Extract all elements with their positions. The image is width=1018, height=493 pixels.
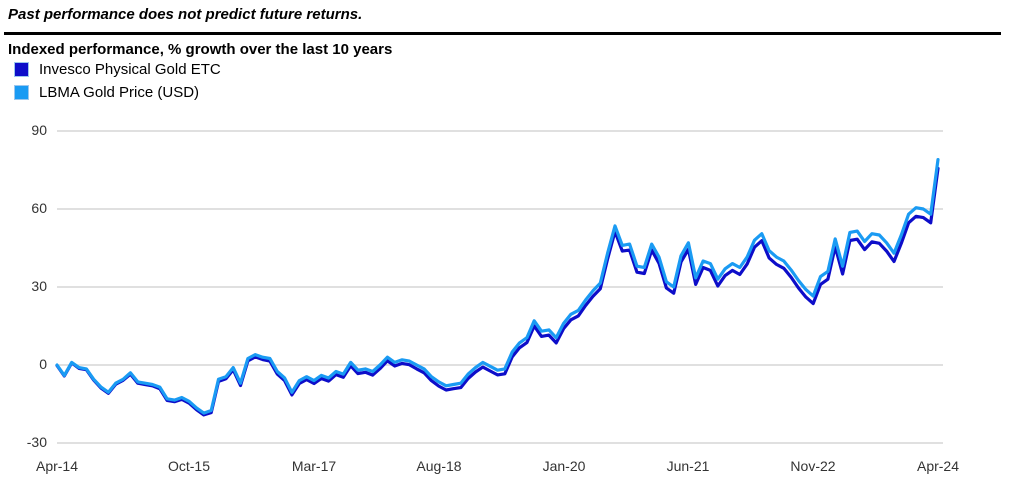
legend-swatch-lbma [14,84,29,100]
x-axis-label-Apr-14: Apr-14 [35,458,79,474]
disclaimer-text: Past performance does not predict future… [8,6,363,23]
legend-label-lbma: LBMA Gold Price (USD) [39,83,200,101]
y-axis-label-90: 90 [31,122,47,138]
legend-item-lbma: LBMA Gold Price (USD) [14,83,200,101]
divider-rule [4,32,1001,35]
y-axis-label--30: -30 [26,434,47,450]
legend-swatch-invesco [14,61,29,77]
y-axis-label-60: 60 [31,200,47,216]
x-axis-label-Nov-22: Nov-22 [790,458,836,474]
y-axis-label-30: 30 [31,278,47,294]
x-axis-label-Jan-20: Jan-20 [542,458,586,474]
invesco-line [55,166,940,417]
chart-title: Indexed performance, % growth over the l… [8,41,393,58]
x-axis-label-Apr-24: Apr-24 [916,458,960,474]
y-axis-label-0: 0 [39,356,47,372]
x-axis-label-Oct-15: Oct-15 [167,458,210,474]
x-axis-label-Aug-18: Aug-18 [416,458,462,474]
legend-item-invesco: Invesco Physical Gold ETC [14,60,221,78]
lbma-line [55,158,940,415]
x-axis-label-Mar-17: Mar-17 [291,458,337,474]
legend-label-invesco: Invesco Physical Gold ETC [39,60,221,78]
x-axis-label-Jun-21: Jun-21 [666,458,710,474]
